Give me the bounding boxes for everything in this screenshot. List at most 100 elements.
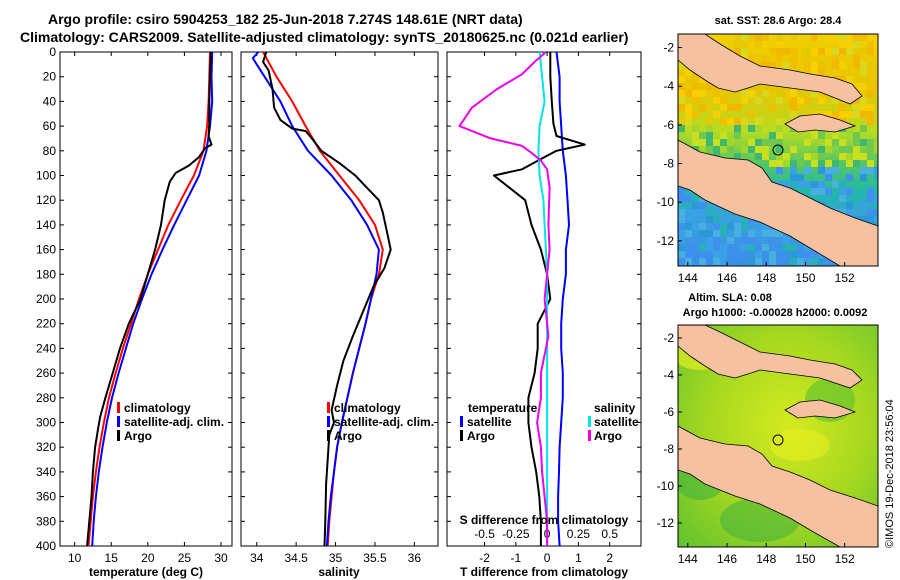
sst-cell [832, 62, 839, 69]
sst-cell [818, 167, 825, 174]
sst-cell [692, 97, 699, 104]
sst-cell [811, 48, 818, 55]
sst-cell [678, 62, 685, 69]
x-tick-label: 34.5 [284, 551, 308, 565]
sst-cell [762, 90, 769, 97]
x-tick-label: 36 [408, 551, 422, 565]
map-lat-label: -8 [663, 157, 674, 171]
sst-cell [685, 244, 692, 251]
sst-cell [790, 258, 797, 265]
map-lon-label: 148 [756, 271, 776, 285]
depth-tick-label: 140 [36, 218, 56, 232]
sst-cell [846, 153, 853, 160]
sst-cell [734, 34, 741, 41]
sst-cell [860, 104, 867, 111]
sst-cell [741, 237, 748, 244]
sst-cell [748, 125, 755, 132]
sst-cell [846, 62, 853, 69]
sst-cell [706, 237, 713, 244]
x-tick-label: 34 [250, 551, 264, 565]
sst-cell [846, 209, 853, 216]
sst-cell [713, 34, 720, 41]
sst-cell [867, 104, 874, 111]
depth-tick-label: 120 [36, 193, 56, 207]
legend-climatology-swatch [327, 402, 330, 413]
sst-cell [853, 55, 860, 62]
depth-tick-label: 220 [36, 317, 56, 331]
sst-cell [734, 104, 741, 111]
sst-cell [762, 230, 769, 237]
sst-cell [748, 111, 755, 118]
sst-cell [825, 111, 832, 118]
sst-cell [734, 41, 741, 48]
sla-map-title1: Altim. SLA: 0.08 [688, 292, 772, 304]
sst-cell [727, 146, 734, 153]
sst-cell [720, 118, 727, 125]
sst-cell [790, 146, 797, 153]
sst-cell [867, 167, 874, 174]
sst-cell [790, 48, 797, 55]
sst-cell [860, 139, 867, 146]
sst-cell [678, 97, 685, 104]
sst-cell [867, 139, 874, 146]
sst-cell [720, 146, 727, 153]
sst-cell [790, 181, 797, 188]
sst-cell [790, 160, 797, 167]
sst-map-frame [677, 33, 879, 267]
sst-cell [769, 230, 776, 237]
sst-cell [776, 41, 783, 48]
sst-cell [818, 90, 825, 97]
sst-cell [692, 244, 699, 251]
sla-argo-marker [772, 434, 784, 446]
sst-cell [720, 258, 727, 265]
sst-cell [699, 90, 706, 97]
sst-cell [762, 223, 769, 230]
sst-cell [811, 90, 818, 97]
sst-cell [825, 188, 832, 195]
depth-tick-label: 80 [43, 144, 57, 158]
sst-cell [874, 146, 878, 153]
sst-cell [692, 83, 699, 90]
sst-cell [776, 97, 783, 104]
sst-cell [748, 237, 755, 244]
sst-cell [685, 209, 692, 216]
sst-cell [713, 216, 720, 223]
sst-cell [846, 202, 853, 209]
sst-cell [769, 139, 776, 146]
sst-cell [776, 48, 783, 55]
sst-cell [867, 34, 874, 41]
depth-tick-label: 340 [36, 465, 56, 479]
depth-tick-label: 240 [36, 341, 56, 355]
map-lat-label: -10 [657, 195, 675, 209]
sst-cell [769, 251, 776, 258]
sst-cell [874, 139, 878, 146]
sst-cell [776, 167, 783, 174]
sst-cell [685, 83, 692, 90]
salinity-xlabel: salinity [318, 565, 360, 579]
sst-cell [832, 97, 839, 104]
sst-cell [825, 146, 832, 153]
depth-tick-label: 20 [43, 70, 57, 84]
sst-cell [832, 160, 839, 167]
title-line1: Argo profile: csiro 5904253_182 25-Jun-2… [48, 11, 523, 27]
sst-cell [755, 258, 762, 265]
series-line-salinity-argo [458, 51, 551, 546]
sst-cell [741, 118, 748, 125]
sst-cell [811, 258, 818, 265]
legend-temp-satellite-swatch [460, 416, 463, 427]
sst-cell [706, 132, 713, 139]
sst-cell [706, 118, 713, 125]
legend-sal-argo-label: Argo [594, 429, 622, 443]
sst-cell [818, 153, 825, 160]
sst-cell [685, 104, 692, 111]
sst-cell [776, 258, 783, 265]
map-lat-label: -12 [657, 234, 675, 248]
legend-satellite-swatch [327, 416, 330, 427]
sst-cell [867, 209, 874, 216]
series-line-climatology [87, 51, 211, 547]
map-lat-label: -4 [663, 79, 674, 93]
sst-cell [874, 174, 878, 181]
sst-cell [790, 34, 797, 41]
sst-cell [769, 132, 776, 139]
sst-cell [839, 146, 846, 153]
